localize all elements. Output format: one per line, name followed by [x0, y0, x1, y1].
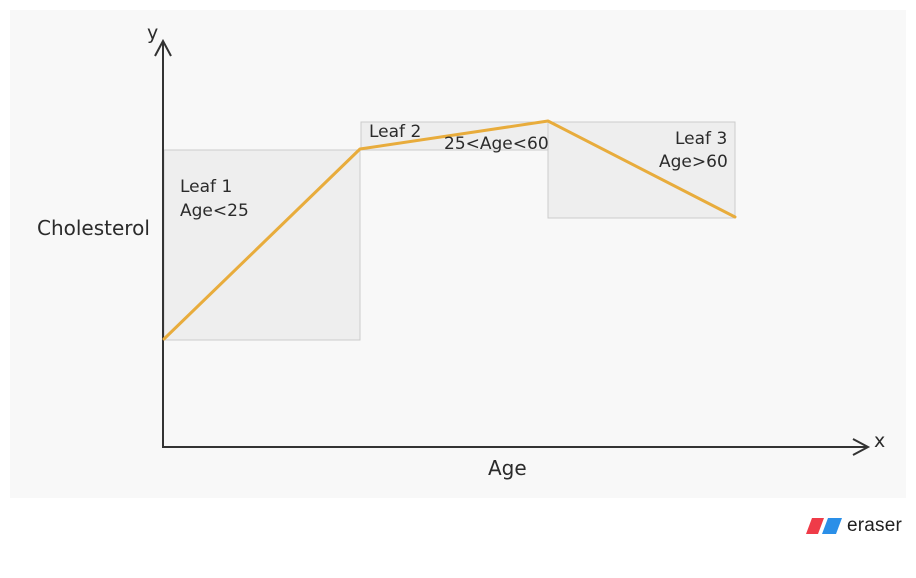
diagram-canvas: y x Cholesterol Age Leaf 1 Age<25 Leaf 2… — [10, 10, 906, 498]
x-axis-letter: x — [874, 430, 885, 452]
x-axis-label: Age — [488, 456, 527, 480]
y-axis-label: Cholesterol — [37, 216, 150, 240]
leaf-1-title: Leaf 1 — [180, 177, 232, 197]
cholesterol-trend-line — [162, 119, 737, 341]
y-axis-arrowhead — [154, 38, 172, 57]
brand-name: eraser — [847, 515, 903, 536]
x-axis-arrowhead — [852, 438, 871, 456]
brand-watermark: eraser — [806, 513, 902, 539]
leaf-1-condition: Age<25 — [180, 201, 249, 221]
leaf-3-condition: Age>60 — [659, 152, 728, 172]
leaf-2-condition: 25<Age<60 — [444, 134, 549, 154]
leaf-2-title: Leaf 2 — [369, 122, 421, 142]
y-axis-letter: y — [147, 22, 158, 44]
leaf-3-title: Leaf 3 — [675, 129, 727, 149]
eraser-logo-icon — [806, 518, 842, 534]
diagram-svg: y x Cholesterol Age Leaf 1 Age<25 Leaf 2… — [37, 22, 885, 480]
